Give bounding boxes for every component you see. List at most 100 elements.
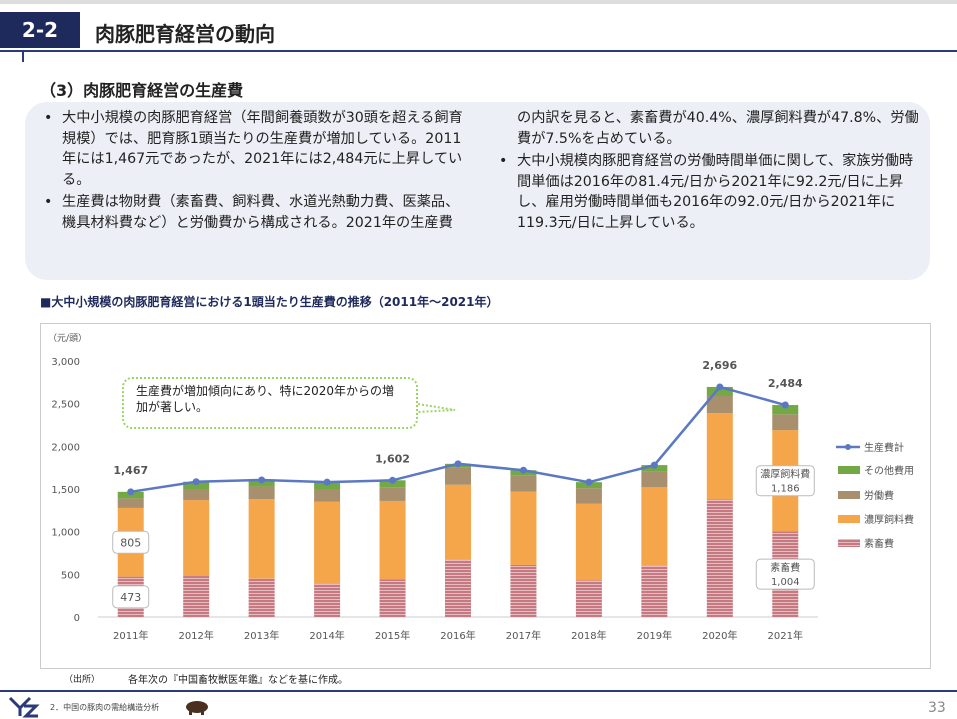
bar-segment [445,484,471,560]
bar-segment [641,471,668,488]
source-label: （出所） [64,675,101,685]
line-point [192,478,200,486]
legend-label: 濃厚飼料費 [864,513,914,526]
y-tick-label: 1,000 [51,528,80,539]
x-tick-label: 2019年 [637,629,672,642]
bar-segment [510,475,537,492]
bar-segment [641,565,668,617]
legend-label: 素畜費 [864,537,894,550]
line-point [127,488,135,496]
bar-segment [772,414,799,431]
line-point [519,466,527,474]
legend-swatch [838,539,860,547]
bar-segment [706,413,733,500]
data-label-box: 素畜費 1,004 [755,558,815,590]
legend-swatch [838,491,860,499]
label-box [112,530,150,554]
bar-segment [706,395,733,414]
footer-rule [0,690,957,692]
data-label-box: 濃厚飼料費 1,186 [755,465,815,497]
x-tick-label: 2014年 [309,629,344,642]
pig-icon [186,701,208,715]
x-tick-label: 2012年 [178,629,213,642]
legend-swatch [845,444,851,450]
bar-segment [772,405,799,415]
x-tick-label: 2018年 [571,629,606,642]
bar-segment [445,467,471,485]
line-point [585,478,593,486]
x-tick-label: 2011年 [113,629,148,642]
bar-segment [575,580,602,617]
bar-segment [117,498,144,508]
y-axis-unit: （元/頭） [48,333,87,344]
legend-label: 労働費 [864,489,894,502]
bullet: 大中小規模の肉豚肥育経営（年間飼養頭数が30頭を超える飼育規模）では、肥育豚1頭… [40,108,465,190]
label-name: 濃厚飼料費 [760,468,810,481]
legend-swatch [838,466,860,474]
line-point [323,478,331,486]
header-tick [22,50,24,62]
y-tick-label: 1,500 [51,485,80,496]
data-label-box: 473 [112,585,150,609]
annotation: 生産費が増加傾向にあり、特に2020年からの増加が著しい。 [122,377,418,429]
chapter-label: 2．中国の豚肉の需給構造分析 [50,703,160,712]
x-tick-label: 2016年 [440,629,475,642]
bar-segment [575,503,602,581]
bar-segment [641,487,668,566]
header-rule [0,50,957,52]
section-number: 2-2 [0,12,80,48]
data-label: 1,004 [771,577,800,588]
bar-segment [575,488,602,504]
x-tick-label: 2015年 [375,629,410,642]
label-name: 素畜費 [770,561,800,574]
x-tick-label: 2021年 [768,629,803,642]
page-title: 肉豚肥育経営の動向 [95,22,275,46]
y-tick-label: 2,000 [51,442,80,453]
label-box [755,465,815,497]
data-label: 473 [120,591,141,604]
chart-frame [40,323,931,669]
chart-title: ■大中小規模の肉豚肥育経営における1頭当たり生産費の推移（2011年～2021年… [40,295,499,309]
line-point [389,476,397,484]
line-point [781,401,789,409]
bar-segment [314,489,341,502]
bar-segment [445,559,471,617]
bar-segment [248,578,275,617]
line-point [716,383,724,391]
bar-segment [379,500,406,580]
legend-label: その他費用 [864,464,914,477]
x-tick-label: 2020年 [702,629,737,642]
bar-segment [706,386,733,396]
data-label: 1,186 [771,484,800,495]
bar-segment [379,487,406,501]
bar-segment [183,500,210,577]
data-label: 2,696 [702,359,737,372]
label-box [755,558,815,590]
annotation-pointer [417,403,456,413]
y-tick-label: 500 [61,570,80,581]
bullet-list: 大中小規模の肉豚肥育経営（年間飼養頭数が30頭を超える飼育規模）では、肥育豚1頭… [40,108,920,268]
y-tick-label: 3,000 [51,357,80,368]
bar-segment [183,481,210,489]
bar-segment [314,583,341,617]
bar-segment [183,489,210,501]
legend-label: 生産費計 [864,441,904,454]
bar-segment [379,579,406,617]
bar-segment [248,499,275,579]
bar-segment [706,499,733,617]
label-box [112,585,150,609]
x-tick-label: 2017年 [506,629,541,642]
bar-segment [183,576,210,617]
data-label: 1,467 [113,464,148,477]
bullet: 大中小規模肉豚肥育経営の労働時間単価に関して、家族労働時間単価は2016年の81… [495,151,920,233]
data-label: 1,602 [375,452,410,465]
line-point [650,461,658,469]
bar-segment [314,501,341,584]
section-title: （3）肉豚肥育経営の生産費 [40,81,244,100]
y-tick-label: 2,500 [51,400,80,411]
data-label-box: 805 [112,530,150,554]
page-number: 33 [928,700,946,716]
bar-segment [510,564,537,617]
